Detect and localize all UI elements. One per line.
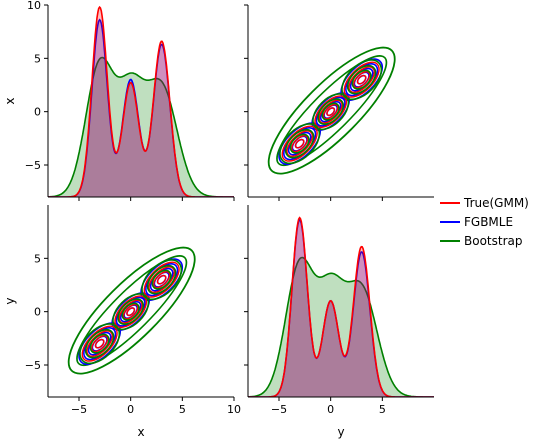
- contour-bootstrap-envelope: [67, 246, 196, 375]
- density-line-bootstrap: [248, 256, 434, 397]
- contour-bootstrap: [284, 128, 315, 159]
- contour-fgbmle: [111, 292, 150, 331]
- density-line-truegmm: [48, 5, 234, 197]
- contour-truegmm: [326, 107, 336, 117]
- contour-bootstrap: [117, 298, 145, 326]
- contour-bootstrap: [146, 264, 177, 295]
- contour-truegmm: [91, 335, 109, 353]
- contour-bootstrap: [84, 328, 115, 359]
- x-axis-label-left: x: [137, 425, 144, 439]
- contour-truegmm: [294, 138, 305, 149]
- contour-truegmm: [286, 130, 314, 158]
- contour-truegmm: [126, 307, 136, 317]
- contour-bootstrap: [112, 293, 150, 331]
- x-tick-label: 10: [227, 403, 241, 416]
- contour-truegmm: [153, 271, 171, 289]
- y-tick-label: −5: [25, 159, 41, 172]
- contour-bootstrap: [317, 98, 345, 126]
- legend-label: FGBMLE: [464, 215, 513, 229]
- y-axis-label-top: x: [3, 97, 17, 104]
- y-tick-label: 0: [34, 306, 41, 319]
- x-tick-label: 0: [327, 403, 334, 416]
- y-tick-label: −5: [25, 359, 41, 372]
- contour-bootstrap: [141, 259, 183, 301]
- contour-bootstrap: [79, 323, 121, 365]
- x-axis-label-right: y: [337, 425, 344, 439]
- contour-bootstrap: [151, 269, 172, 290]
- density-line-truegmm: [248, 216, 434, 397]
- contour-truegmm: [353, 71, 371, 89]
- density-line-bootstrap: [48, 56, 234, 197]
- x-tick-label: 0: [127, 403, 134, 416]
- contour-bootstrap: [346, 64, 377, 95]
- contour-bootstrap: [279, 123, 321, 165]
- panel-y-x-contour: [267, 46, 396, 175]
- legend-label: True(GMM): [463, 196, 529, 210]
- density-fill-bootstrap: [248, 257, 434, 397]
- axes-layer: −5 0 5 10 −5 0 5 −5 0 5 10 −5 0 5 x y x y: [3, 0, 434, 439]
- contour-truegmm: [156, 274, 167, 285]
- contour-bootstrap: [89, 333, 110, 354]
- y-tick-label: 10: [27, 0, 41, 12]
- contour-bootstrap-envelope: [267, 46, 396, 175]
- contour-truegmm: [122, 303, 139, 320]
- contour-fgbmle: [340, 58, 384, 102]
- contour-fgbmle: [140, 258, 184, 302]
- y-tick-label: 0: [34, 106, 41, 119]
- contour-truegmm: [148, 266, 176, 294]
- contour-truegmm: [94, 338, 105, 349]
- panel-x-x-density: [48, 5, 234, 197]
- contour-truegmm: [118, 299, 143, 324]
- contour-truegmm: [348, 66, 376, 94]
- contour-bootstrap: [289, 133, 310, 154]
- contour-bootstrap: [312, 93, 350, 131]
- contour-bootstrap: [351, 69, 372, 90]
- contour-truegmm: [291, 135, 309, 153]
- contour-bootstrap: [341, 59, 383, 101]
- panel-y-y-density: [248, 216, 434, 397]
- y-tick-label: 5: [34, 252, 41, 265]
- contour-bootstrap-envelope: [276, 55, 388, 167]
- contour-bootstrap: [121, 302, 140, 321]
- legend-label: Bootstrap: [464, 234, 522, 248]
- contour-truegmm: [281, 125, 318, 162]
- density-fill-bootstrap: [48, 57, 234, 197]
- x-tick-label: −5: [271, 403, 287, 416]
- x-tick-label: 5: [379, 403, 386, 416]
- contour-truegmm: [322, 103, 339, 120]
- contour-truegmm: [143, 261, 180, 298]
- panel-x-y-contour: [67, 246, 196, 375]
- x-tick-label: 5: [179, 403, 186, 416]
- contour-truegmm: [81, 325, 118, 362]
- contour-truegmm: [356, 74, 367, 85]
- contour-truegmm: [343, 61, 380, 98]
- contour-bootstrap-envelope: [76, 255, 188, 367]
- y-axis-label-bottom: y: [3, 297, 17, 304]
- legend: True(GMM) FGBMLE Bootstrap: [440, 196, 529, 248]
- y-tick-label: 5: [34, 52, 41, 65]
- contour-fgbmle: [311, 92, 350, 131]
- contour-truegmm: [86, 330, 114, 358]
- x-tick-label: −5: [71, 403, 87, 416]
- contour-bootstrap: [321, 102, 340, 121]
- contour-truegmm: [318, 99, 343, 124]
